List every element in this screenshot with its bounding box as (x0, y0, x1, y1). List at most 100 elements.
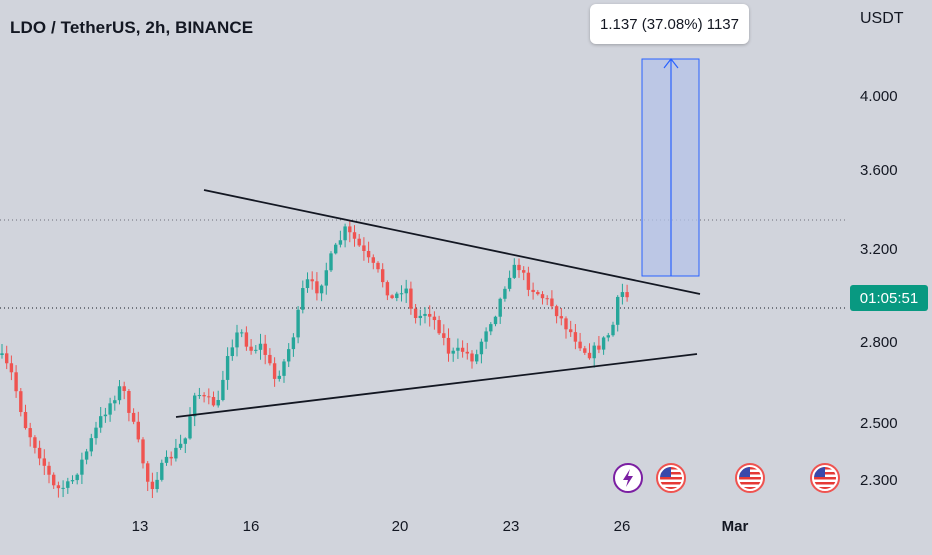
candle-body (23, 412, 28, 429)
candle-body (338, 240, 343, 245)
candle-body (507, 277, 512, 289)
countdown-price-tag: 01:05:51 (850, 285, 928, 311)
candle-body (329, 253, 333, 271)
candle-body (385, 282, 390, 296)
candle-body (517, 264, 521, 271)
candle-body (5, 353, 9, 364)
time-label: 16 (243, 518, 260, 535)
candle-body (390, 295, 394, 299)
candle-body (263, 343, 267, 355)
candle-body (9, 363, 14, 373)
candle-body (592, 345, 596, 359)
candle-body (536, 292, 540, 295)
candle-body (319, 285, 324, 294)
us-flag-icon[interactable] (735, 463, 765, 493)
price-label: 2.500 (860, 415, 898, 432)
candle-body (597, 345, 601, 350)
candle-body (315, 281, 319, 294)
us-flag-icon[interactable] (656, 463, 686, 493)
candle-body (127, 391, 131, 413)
currency-label[interactable]: USDT (860, 10, 904, 27)
candle-body (526, 272, 531, 290)
symbol-title[interactable]: LDO / TetherUS, 2h, BINANCE (10, 18, 254, 37)
candle-body (484, 331, 488, 342)
candle-body (376, 262, 380, 270)
lightning-icon[interactable] (613, 463, 643, 493)
candle-body (0, 353, 4, 355)
upper-trendline[interactable] (203, 189, 701, 295)
time-label: 26 (614, 518, 631, 535)
candle-body (287, 349, 291, 362)
candle-body (587, 352, 592, 359)
candle-body (305, 279, 310, 289)
time-label: 13 (132, 518, 149, 535)
time-axis[interactable]: 13 16 20 23 26 Mar (0, 510, 848, 550)
candle-body (28, 428, 32, 438)
price-label: 2.800 (860, 334, 898, 351)
candle-body (371, 257, 375, 263)
candle-body (178, 443, 183, 448)
candle-body (550, 298, 554, 307)
candle-body (606, 335, 610, 338)
candle-body (14, 372, 18, 392)
candle-body (89, 438, 93, 452)
candle-body (193, 395, 197, 417)
candle-body (352, 232, 357, 239)
candle-body (70, 480, 75, 482)
candle-body (277, 375, 281, 379)
candle-body (136, 421, 140, 440)
candle-body (583, 348, 587, 353)
candle-body (404, 288, 408, 294)
candle-body (108, 403, 112, 415)
candle-body (42, 458, 46, 466)
candle-body (470, 353, 474, 362)
candle-body (601, 337, 606, 350)
candle-body (183, 438, 187, 444)
chart-area[interactable]: LDO / TetherUS, 2h, BINANCE 1.137 (37.08… (0, 0, 848, 510)
candle-body (94, 427, 98, 439)
candle-body (150, 481, 155, 490)
candle-body (230, 347, 234, 357)
candle-body (174, 447, 178, 459)
price-axis[interactable]: 4.000 3.600 3.200 2.800 2.500 2.300 (848, 0, 932, 510)
candle-body (446, 337, 451, 354)
price-label: 2.300 (860, 472, 898, 489)
price-label: 3.600 (860, 162, 898, 179)
time-label: 20 (392, 518, 409, 535)
candle-body (52, 474, 56, 486)
candle-body (381, 269, 385, 283)
candle-body (531, 289, 535, 293)
candle-body (296, 309, 300, 338)
us-flag-icon[interactable] (810, 463, 840, 493)
axis-corner (848, 510, 932, 550)
candle-body (207, 396, 211, 398)
candle-body (254, 349, 258, 351)
candle-body (33, 437, 37, 448)
candle-body (573, 332, 578, 342)
candle-body (362, 245, 366, 251)
candle-body (413, 308, 418, 319)
time-label: 23 (503, 518, 520, 535)
candle-body (334, 244, 338, 254)
candle-body (456, 347, 460, 351)
candle-body (188, 416, 192, 439)
candle-body (503, 288, 507, 299)
chart-canvas[interactable] (0, 0, 848, 510)
candle-body (164, 456, 169, 463)
candle-body (216, 400, 220, 406)
candle-body (625, 292, 629, 298)
candle-body (578, 341, 582, 349)
lower-trendline[interactable] (175, 353, 698, 418)
candlesticks (0, 221, 629, 499)
candle-body (522, 270, 526, 273)
candle-body (343, 226, 347, 241)
candle-body (348, 226, 352, 233)
candle-body (442, 333, 446, 338)
candle-body (324, 270, 328, 286)
candle-body (545, 298, 549, 300)
candle-body (423, 313, 427, 316)
candle-body (418, 315, 422, 319)
candle-body (611, 324, 615, 336)
candle-body (554, 306, 559, 317)
candle-body (75, 474, 79, 481)
